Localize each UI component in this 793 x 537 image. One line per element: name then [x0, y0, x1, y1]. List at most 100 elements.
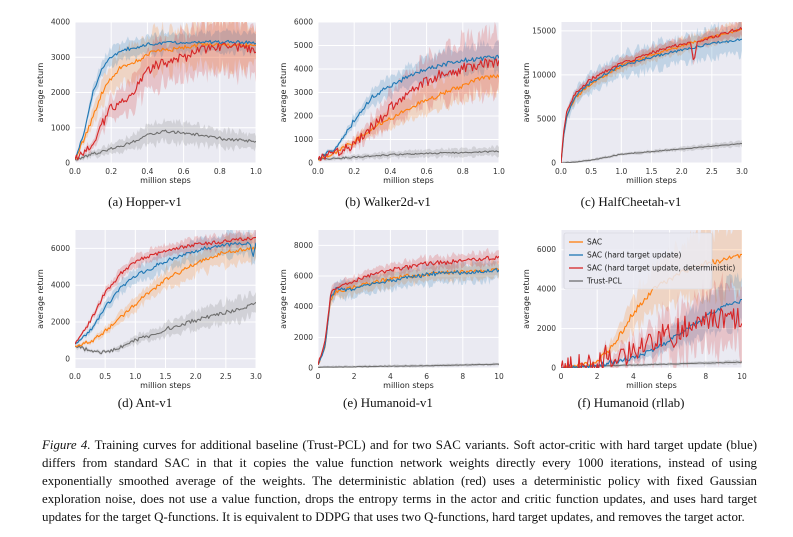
x-tick-label: 6 [667, 372, 672, 381]
y-axis-label: average return [36, 63, 45, 123]
caption-label: Figure 4. [42, 438, 91, 452]
chart-humanoid: 0 2 4 6 8 10 0 2000 4000 6000 8000 million steps ave… [279, 230, 504, 390]
x-tick-label: 3.0 [736, 167, 748, 176]
x-axis-label: million steps [140, 176, 191, 185]
series-band-sac [75, 232, 256, 348]
x-tick-label: 0.4 [384, 167, 396, 176]
y-tick-label: 3000 [294, 88, 313, 97]
series-line-hard [75, 39, 256, 160]
series-band-det [561, 22, 742, 163]
x-tick-label: 1.0 [493, 167, 505, 176]
y-tick-label: 4000 [537, 285, 556, 294]
y-axis-label: average return [279, 269, 288, 329]
series-line-trust [75, 301, 256, 355]
x-tick-label: 0.4 [141, 167, 153, 176]
y-tick-label: 0 [308, 159, 313, 168]
x-tick-label: 0.6 [178, 167, 190, 176]
x-axis-label: million steps [626, 381, 677, 390]
legend-box [563, 232, 713, 290]
chart-panel-humanoid: 0 2 4 6 8 10 0 2000 4000 6000 8000 million steps ave… [263, 222, 513, 434]
y-tick-label: 2000 [294, 112, 313, 121]
y-tick-label: 4000 [294, 65, 313, 74]
series-band-hard [318, 39, 499, 160]
chart-halfcheetah: 0.0 0.5 1.0 1.5 2.0 2.5 3.0 0 5000 10000 15000 mill… [522, 22, 748, 185]
y-tick-label: 6000 [294, 272, 313, 281]
y-tick-label: 4000 [51, 281, 70, 290]
series-group [75, 230, 256, 356]
x-axis-label: million steps [626, 176, 677, 185]
series-line-sac [318, 267, 499, 366]
x-tick-label: 4 [388, 372, 393, 381]
y-tick-label: 0 [65, 159, 70, 168]
subcaption-halfcheetah: (c) HalfCheetah-v1 [580, 194, 682, 209]
chart-hopper: 0.0 0.2 0.4 0.6 0.8 1.0 0 1000 2000 3000 4000 milli… [36, 18, 262, 186]
series-band-det [75, 230, 256, 345]
y-tick-label: 1000 [294, 135, 313, 144]
y-tick-label: 0 [65, 354, 70, 363]
x-axis-label: million steps [140, 381, 191, 390]
series-line-hard [75, 241, 256, 345]
chart-panel-humanoid-rllab: 0 2 4 6 8 10 0 2000 4000 6000 million steps average… [506, 222, 756, 434]
y-axis-label: average return [522, 269, 531, 329]
y-tick-label: 10000 [532, 70, 556, 79]
chart-panel-halfcheetah: 0.0 0.5 1.0 1.5 2.0 2.5 3.0 0 5000 10000 15000 mill… [506, 12, 756, 224]
series-line-trust [318, 150, 499, 161]
x-tick-label: 1.0 [129, 372, 141, 381]
x-tick-label: 0.5 [585, 167, 597, 176]
y-tick-label: 15000 [532, 26, 556, 35]
y-tick-label: 6000 [51, 244, 70, 253]
x-tick-label: 1.0 [615, 167, 627, 176]
x-axis-label: million steps [383, 381, 434, 390]
series-band-det [561, 271, 742, 368]
y-axis-label: average return [36, 269, 45, 329]
series-line-trust [318, 363, 499, 368]
x-tick-label: 3.0 [250, 372, 262, 381]
legend-entry-hard: SAC (hard target update) [587, 251, 682, 260]
x-tick-label: 0 [559, 372, 564, 381]
x-tick-label: 0.8 [457, 167, 469, 176]
y-tick-label: 2000 [537, 324, 556, 333]
figure-caption: Figure 4. Training curves for additional… [42, 436, 757, 526]
x-tick-label: 0.0 [555, 167, 567, 176]
series-band-sac [75, 22, 256, 161]
x-tick-label: 1.5 [646, 167, 658, 176]
y-tick-label: 0 [551, 159, 556, 168]
plot-background [318, 230, 499, 368]
legend-entry-det: SAC (hard target update, deterministic) [587, 264, 735, 273]
x-axis-label: million steps [383, 176, 434, 185]
y-tick-label: 6000 [537, 245, 556, 254]
y-tick-label: 4000 [51, 18, 70, 27]
x-tick-label: 0.0 [69, 372, 81, 381]
series-line-trust [75, 129, 256, 161]
y-tick-label: 3000 [51, 53, 70, 62]
chart-walker: 0.0 0.2 0.4 0.6 0.8 1.0 0 1000 2000 3000 4000 5000 6… [279, 18, 505, 186]
x-tick-label: 10 [494, 372, 504, 381]
y-tick-label: 6000 [294, 18, 313, 27]
x-tick-label: 4 [631, 372, 636, 381]
series-line-det [318, 58, 499, 162]
x-tick-label: 1.5 [160, 372, 172, 381]
x-tick-label: 2 [595, 372, 600, 381]
subcaption-humanoid: (e) Humanoid-v1 [343, 395, 433, 410]
y-axis-label: average return [279, 63, 288, 123]
caption-text: Training curves for additional baseline … [42, 438, 757, 524]
x-tick-label: 8 [703, 372, 708, 381]
chart-panel-walker: 0.0 0.2 0.4 0.6 0.8 1.0 0 1000 2000 3000 4000 5000 6… [263, 12, 513, 224]
series-group [561, 22, 742, 163]
x-tick-label: 8 [460, 372, 465, 381]
y-tick-label: 0 [308, 364, 313, 373]
subcaption-walker: (b) Walker2d-v1 [345, 194, 431, 209]
series-group [318, 247, 499, 368]
y-tick-label: 2000 [51, 88, 70, 97]
x-tick-label: 0.5 [99, 372, 111, 381]
x-tick-label: 0.6 [421, 167, 433, 176]
series-line-det [75, 236, 256, 345]
legend-entry-sac: SAC [587, 238, 602, 247]
x-tick-label: 2.5 [706, 167, 718, 176]
series-band-hard [75, 230, 256, 345]
series-band-hard [561, 22, 742, 163]
series-line-det [75, 42, 256, 161]
y-tick-label: 8000 [294, 241, 313, 250]
subcaption-hopper: (a) Hopper-v1 [108, 194, 182, 209]
